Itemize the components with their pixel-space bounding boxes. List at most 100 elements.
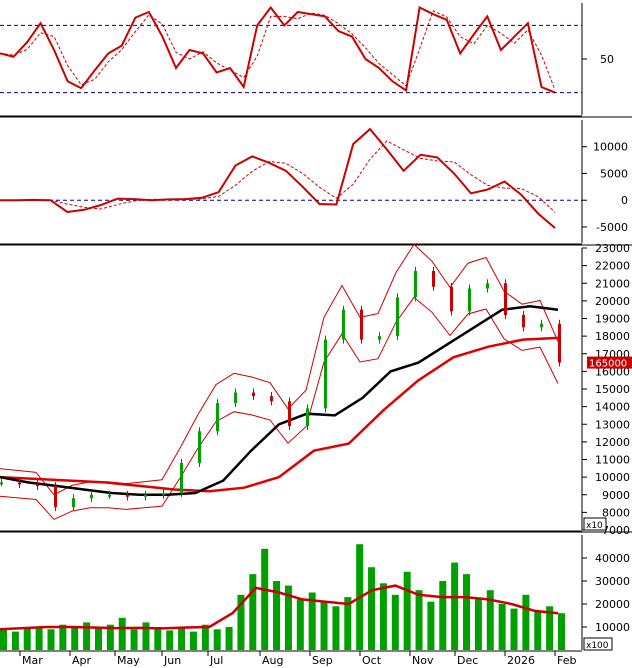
candle-body — [252, 392, 255, 397]
candle-body — [342, 309, 345, 340]
x-tick-label: Jul — [209, 654, 223, 667]
x-tick-label: May — [117, 654, 140, 667]
y-tick-label: 22000 — [595, 260, 630, 273]
candle-body — [36, 484, 39, 487]
candle-body — [162, 492, 165, 495]
volume-bar — [344, 597, 352, 650]
candle-body — [144, 494, 147, 497]
unit-box — [583, 517, 607, 531]
y-tick-label: 18000 — [595, 330, 630, 343]
ma-long-line — [0, 336, 559, 493]
y-tick-label: 13000 — [595, 418, 630, 431]
candle-body — [432, 270, 435, 287]
volume-bar — [11, 631, 19, 650]
volume-bar — [249, 574, 257, 650]
volume-bar — [415, 590, 423, 650]
x-tick-label: 2026 — [507, 654, 535, 667]
volume-bar — [118, 617, 126, 650]
volume-bar — [486, 590, 494, 650]
candle-body — [216, 403, 219, 432]
volume-bar — [332, 606, 340, 650]
candle-body — [270, 396, 273, 402]
axis-unit: x10 — [586, 521, 603, 531]
volume-bar — [106, 624, 114, 650]
bollinger-lower — [0, 296, 559, 521]
y-tick-label: 7000 — [602, 524, 630, 537]
candle-body — [414, 270, 417, 298]
volume-ma-line — [0, 584, 559, 631]
candle-body — [396, 297, 399, 337]
candle-body — [54, 485, 57, 508]
volume-bar — [368, 567, 376, 650]
volume-bar — [0, 629, 7, 650]
price-label: 165000 — [589, 359, 627, 370]
volume-bar — [35, 628, 43, 650]
volume-bar — [189, 631, 197, 650]
candle-body — [378, 336, 381, 340]
candle-body — [126, 494, 129, 497]
volume-bar — [379, 583, 387, 650]
x-tick-label: Jun — [163, 654, 181, 667]
volume-bar — [94, 627, 102, 650]
y-tick-label: 20000 — [595, 295, 630, 308]
ma-short-line — [0, 304, 559, 497]
axis-unit: x100 — [586, 641, 609, 651]
volume-bar — [273, 581, 281, 650]
volume-bar — [225, 627, 233, 650]
volume-bar — [71, 625, 79, 650]
volume-bar — [451, 562, 459, 650]
volume-bar — [427, 601, 435, 650]
volume-bar — [154, 627, 162, 650]
volume-bar — [546, 606, 554, 650]
y-tick-label: 12000 — [595, 436, 630, 449]
volume-bar — [166, 630, 174, 650]
candle-body — [558, 323, 561, 363]
x-tick-label: Sep — [312, 654, 333, 667]
volume-bar — [284, 585, 292, 650]
y-tick-label: 14000 — [595, 401, 630, 414]
volume-bar — [403, 571, 411, 650]
candle-body — [522, 314, 525, 328]
volume-bar — [391, 594, 399, 650]
volume-bar — [23, 627, 31, 650]
y-tick-label: 8000 — [602, 506, 630, 519]
price-label-box — [587, 356, 632, 369]
candle-body — [180, 463, 183, 493]
y-tick-label: 10000 — [593, 141, 628, 154]
candle-body — [234, 392, 237, 404]
volume-bar — [83, 622, 91, 650]
volume-bar — [261, 548, 269, 650]
y-tick-label: 10000 — [595, 621, 630, 634]
volume-bar — [296, 599, 304, 650]
x-tick-label: Feb — [557, 654, 576, 667]
volume-bar — [47, 629, 55, 650]
volume-bar — [534, 610, 542, 650]
volume-bar — [463, 574, 471, 650]
macd-signal-line — [0, 140, 556, 213]
candle-body — [198, 431, 201, 464]
candle-body — [0, 482, 3, 485]
volume-bar — [308, 592, 316, 650]
y-tick-label: 9000 — [602, 489, 630, 502]
volume-bar — [510, 608, 518, 650]
y-tick-label: 40000 — [595, 552, 630, 565]
volume-bar — [320, 601, 328, 650]
candle-body — [72, 498, 75, 508]
y-tick-label: 21000 — [595, 277, 630, 290]
volume-bar — [213, 629, 221, 650]
candle-body — [288, 401, 291, 427]
unit-box — [583, 637, 613, 651]
stoch-d-line — [0, 10, 556, 90]
candle-body — [18, 482, 21, 485]
volume-bar — [474, 599, 482, 650]
candle-body — [108, 494, 111, 497]
y-tick-label: 10000 — [595, 471, 630, 484]
volume-bar — [201, 624, 209, 650]
candle-body — [540, 323, 543, 328]
x-tick-label: Mar — [22, 654, 43, 667]
y-tick-label: 5000 — [600, 167, 628, 180]
y-tick-label: 0 — [621, 194, 628, 207]
y-tick-label: 23000 — [595, 242, 630, 255]
volume-bar — [522, 594, 530, 650]
candle-body — [90, 494, 93, 499]
